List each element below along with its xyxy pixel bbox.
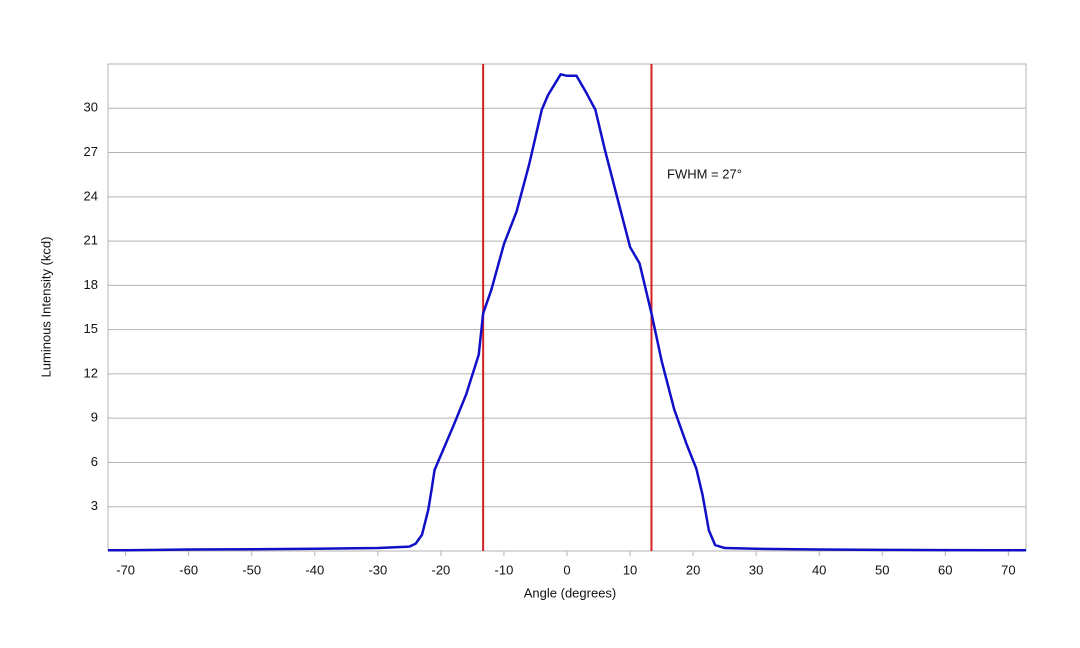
x-tick-label: 10 xyxy=(623,562,637,577)
y-tick-label: 18 xyxy=(84,277,98,292)
x-tick-label: 0 xyxy=(563,562,570,577)
x-tick-label: 20 xyxy=(686,562,700,577)
x-tick-label: -10 xyxy=(495,562,514,577)
x-tick-label: 60 xyxy=(938,562,952,577)
x-tick-label: 40 xyxy=(812,562,826,577)
y-tick-label: 12 xyxy=(84,365,98,380)
y-tick-label: 21 xyxy=(84,233,98,248)
x-tick-label: 70 xyxy=(1001,562,1015,577)
y-tick-label: 24 xyxy=(84,188,98,203)
intensity-line xyxy=(108,73,1026,552)
y-axis-title: Luminous Intensity (kcd) xyxy=(38,237,53,378)
y-tick-label: 30 xyxy=(84,100,98,115)
annotation: FWHM = 27° xyxy=(667,166,742,181)
y-tick-label: 3 xyxy=(91,498,98,513)
x-tick-label: -70 xyxy=(116,562,135,577)
x-tick-label: 50 xyxy=(875,562,889,577)
x-tick-label: -30 xyxy=(368,562,387,577)
y-tick-label: 9 xyxy=(91,410,98,425)
x-tick-label: -40 xyxy=(305,562,324,577)
x-tick-label: -20 xyxy=(432,562,451,577)
y-tick-label: 15 xyxy=(84,321,98,336)
x-tick-label: -60 xyxy=(179,562,198,577)
x-axis-title: Angle (degrees) xyxy=(524,585,617,600)
x-tick-label: 30 xyxy=(749,562,763,577)
x-tick-label: -50 xyxy=(242,562,261,577)
y-tick-label: 27 xyxy=(84,144,98,159)
y-tick-label: 6 xyxy=(91,454,98,469)
